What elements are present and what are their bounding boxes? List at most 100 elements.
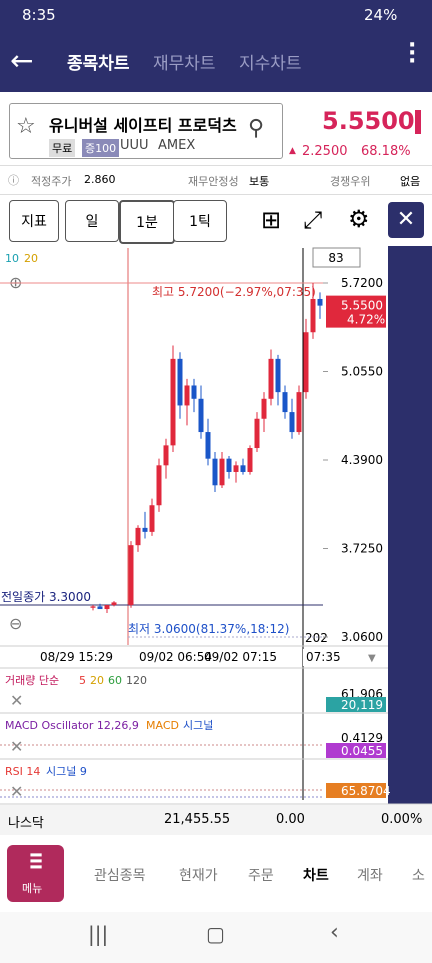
star[interactable]: ☆ [16, 114, 36, 139]
candle-body [240, 465, 246, 472]
candle-body [135, 527, 141, 546]
tag: 무료 [49, 139, 76, 157]
back-button[interactable]: ← [10, 44, 34, 77]
tag: 증100 [82, 139, 120, 157]
nav-item[interactable]: 차트 [303, 868, 329, 884]
current-pct: 4.72% [347, 313, 385, 327]
ticker: UUU [120, 138, 149, 153]
more-menu[interactable]: · · · [408, 33, 417, 74]
search[interactable]: ⚲ [248, 116, 265, 141]
close-panel[interactable]: ✕ [10, 691, 23, 710]
settings-icon[interactable]: ⚙ [348, 205, 370, 233]
expand-icon[interactable]: ⤢ [303, 206, 323, 234]
info-label: 재무안정성 [188, 175, 239, 188]
tab[interactable]: 재무차트 [153, 54, 216, 74]
exchange: AMEX [158, 138, 196, 153]
menu-icon: ━ ━ ━ [30, 845, 42, 878]
value-box [326, 697, 386, 712]
low-label: 최저 3.0600(81.37%,18:12) [128, 622, 289, 636]
market-value: 21,455.55 [164, 812, 231, 827]
candle-body [90, 606, 96, 608]
candle-body [97, 606, 103, 610]
price-label: 3.0600 [341, 630, 383, 644]
stock-name: 유니버설 세이프티 프로덕츠 [49, 116, 237, 135]
time-label: 07:35 [306, 650, 341, 664]
change-pct: 68.18% [361, 144, 411, 159]
cursor-label: 202 [305, 631, 328, 645]
value-box [326, 783, 386, 798]
nav-item[interactable]: 소 [412, 868, 425, 884]
candle-body [149, 505, 155, 532]
candle-body [317, 298, 323, 306]
candle-body [184, 385, 190, 406]
indicator-button[interactable]: 지표 [9, 200, 59, 242]
macd-title: MACD Oscillator 12,26,9 [5, 719, 139, 732]
price: 5.5500 [322, 107, 415, 135]
volume-current: 20,119 [341, 698, 383, 712]
candle-body [104, 605, 110, 610]
value-box [326, 743, 386, 758]
tab[interactable]: 종목차트 [67, 54, 130, 74]
price-label: 5.0550 [341, 365, 383, 379]
back[interactable]: ‹ [330, 920, 339, 945]
nav-item[interactable]: 관심종목 [94, 868, 146, 884]
candle-body [296, 392, 302, 433]
layout-icon[interactable]: ⊞ [261, 206, 282, 234]
candle-body [212, 458, 218, 486]
volume-period: 120 [126, 674, 147, 687]
recents[interactable]: ||| [88, 922, 109, 946]
current-label: 5.5500 [341, 299, 383, 313]
box [312, 247, 361, 268]
high-label: 최고 5.7200(−2.97%,07:35) [152, 285, 316, 299]
top-box-label: 83 [328, 251, 343, 265]
rsi-current: 65.8704 [341, 784, 391, 798]
candle-body [275, 358, 281, 393]
candle-body [261, 398, 267, 419]
candle-body [268, 358, 274, 399]
tools-button[interactable]: ✕ [388, 202, 424, 238]
close-panel[interactable]: ✕ [10, 782, 23, 801]
period-button[interactable]: 1틱 [173, 200, 227, 242]
system-nav [0, 912, 432, 963]
time: 8:35 [22, 6, 56, 24]
nav-item[interactable]: 주문 [248, 868, 274, 884]
info-label: 적정주가 [31, 175, 72, 188]
candle-body [310, 298, 316, 333]
drawing-toolbar [388, 246, 432, 804]
menu-label: 메뉴 [22, 882, 43, 895]
candle-body [191, 385, 197, 399]
scroll-icon[interactable]: ▼ [368, 653, 376, 664]
volume-title: 거래량 단순 [5, 674, 59, 687]
candle-body [282, 392, 288, 413]
menu-button[interactable] [7, 845, 64, 902]
market-change: 0.00 [276, 812, 305, 827]
nav-item[interactable]: 현재가 [179, 868, 218, 884]
up-arrow: ▲ [289, 146, 296, 156]
period-button[interactable]: 일 [65, 200, 119, 242]
stock-box[interactable] [9, 103, 283, 159]
help-icon: ⓘ [8, 174, 19, 187]
tab[interactable]: 지수차트 [239, 54, 302, 74]
macd-signal: 시그널 [183, 719, 213, 732]
candle-body [198, 398, 204, 433]
zoom-out[interactable]: ⊖ [9, 614, 22, 633]
home[interactable]: ▢ [206, 922, 225, 946]
close-panel[interactable]: ✕ [10, 737, 23, 756]
ma-label: 20 [24, 252, 38, 265]
candle-body [247, 448, 253, 472]
candle-body [111, 602, 117, 606]
candle-body [142, 527, 148, 532]
volume-period: 60 [108, 674, 122, 687]
nav-item[interactable]: 계좌 [357, 868, 383, 884]
candle-body [177, 358, 183, 406]
info-row [0, 165, 432, 195]
info-label: 경쟁우위 [330, 175, 371, 188]
volume-period: 20 [90, 674, 104, 687]
change: 2.2500 [302, 144, 348, 159]
battery: 24% [364, 6, 398, 24]
current-box [326, 295, 386, 328]
time-label: 09/02 07:15 [204, 650, 277, 664]
candle-body [289, 412, 295, 433]
